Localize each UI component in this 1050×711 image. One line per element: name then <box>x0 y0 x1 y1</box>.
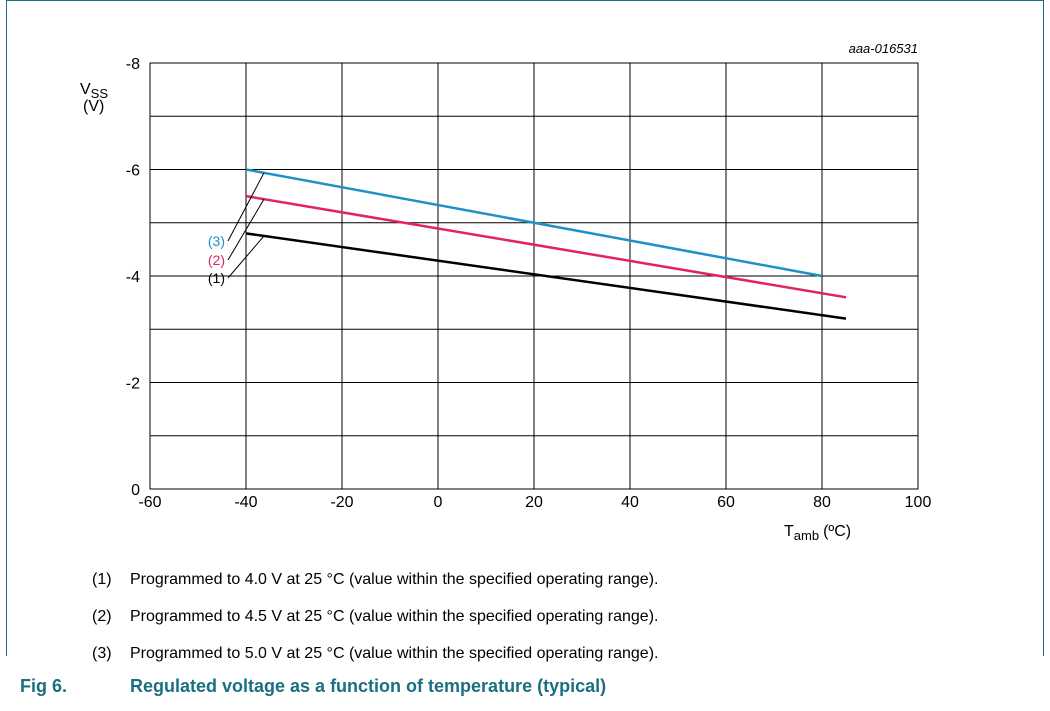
caption-fig-number: Fig 6. <box>20 676 68 696</box>
note-1-text: Programmed to 4.0 V at 25 °C (value with… <box>130 571 659 588</box>
series-label-3: (3) <box>208 233 225 249</box>
note-3-text: Programmed to 5.0 V at 25 °C (value with… <box>130 645 659 662</box>
x-tick-label: 40 <box>621 494 639 511</box>
series-lines <box>245 168 847 320</box>
note-1-num: (1) <box>92 571 112 588</box>
x-tick-label: -40 <box>234 494 257 511</box>
note-3-num: (3) <box>92 645 112 662</box>
x-tick-label: -20 <box>330 494 353 511</box>
y-tick-label: -6 <box>126 163 140 180</box>
figure-id-label: aaa-016531 <box>849 41 918 56</box>
note-2-num: (2) <box>92 608 112 625</box>
series-line-3 <box>245 168 823 278</box>
y-axis-unit: (V) <box>83 98 104 115</box>
leader-line-3 <box>227 172 265 242</box>
x-tick-label: 20 <box>525 494 543 511</box>
x-tick-label: -60 <box>138 494 161 511</box>
series-label-leaders: (1) (2) (3) <box>208 172 265 286</box>
chart: -60 -40 -20 0 20 40 60 80 100 0 -2 -4 -6 -8 (1) (2) (3)… <box>80 41 932 543</box>
leader-line-2 <box>227 198 265 261</box>
caption-text: Regulated voltage as a function of tempe… <box>130 676 607 696</box>
y-axis-label: VSS <box>80 81 108 101</box>
series-line-1 <box>245 232 847 320</box>
series-label-1: (1) <box>208 270 225 286</box>
x-axis-label: Tamb (ºC) <box>784 523 851 543</box>
grid <box>149 62 919 490</box>
y-axis-label-main: V <box>80 81 91 98</box>
series-label-2: (2) <box>208 252 225 268</box>
y-tick-label: -8 <box>126 56 140 73</box>
note-2-text: Programmed to 4.5 V at 25 °C (value with… <box>130 608 659 625</box>
y-tick-label: -4 <box>126 269 140 286</box>
x-tick-label: 80 <box>813 494 831 511</box>
x-tick-label: 60 <box>717 494 735 511</box>
x-axis-label-main: T <box>784 523 794 540</box>
x-tick-label: 100 <box>905 494 932 511</box>
y-tick-label: -2 <box>126 376 140 393</box>
y-tick-label: 0 <box>131 482 140 499</box>
y-axis-label-sub: SS <box>91 86 109 101</box>
x-tick-label: 0 <box>434 494 443 511</box>
x-axis-label-sub: amb <box>794 528 819 543</box>
figure-frame <box>6 0 1044 656</box>
figure-frame-top <box>6 0 1044 1</box>
tick-labels: -60 -40 -20 0 20 40 60 80 100 0 -2 -4 -6 -8 <box>126 56 932 511</box>
series-line-2 <box>245 194 847 299</box>
x-axis-unit: (ºC) <box>823 523 851 540</box>
leader-line-1 <box>227 235 265 279</box>
